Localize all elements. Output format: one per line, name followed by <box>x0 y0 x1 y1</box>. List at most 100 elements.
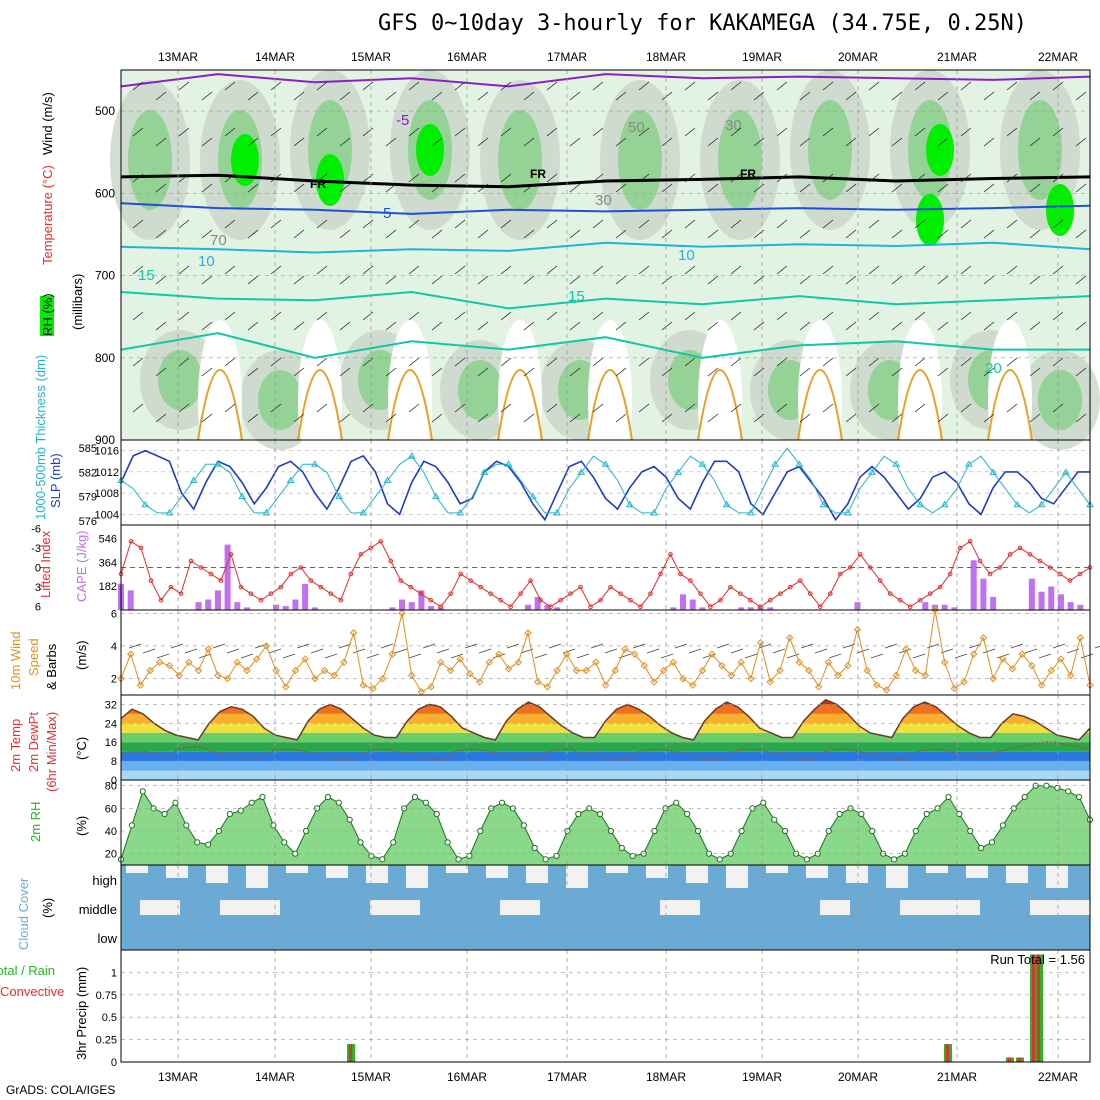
isotherm-25 <box>797 369 843 441</box>
cape-tick-label: 182 <box>99 581 117 593</box>
wind-barb <box>799 137 811 147</box>
thickness-point <box>141 500 150 508</box>
wind-barb <box>454 173 466 183</box>
wind-barb <box>744 653 758 659</box>
slp-axis-label: SLP (mb) <box>48 453 63 508</box>
wind-barb <box>1029 137 1041 147</box>
lifted-index-point <box>488 591 493 596</box>
lifted-index-point <box>1017 545 1023 551</box>
wind-barb <box>983 183 995 193</box>
lifted-index-point <box>608 584 613 590</box>
wind-barb <box>500 127 512 137</box>
bottom-date-label: 16MAR <box>447 1070 487 1084</box>
cape-bar <box>670 607 677 610</box>
wind-barb <box>506 643 520 649</box>
wind-barb <box>170 643 184 649</box>
wind-barb <box>546 403 558 413</box>
wind-speed-point <box>766 678 774 686</box>
wind-barb <box>431 321 443 331</box>
wind-barb <box>178 265 190 275</box>
wind-barb <box>247 229 259 239</box>
contour-label: 30 <box>595 192 612 209</box>
wind-speed-point <box>407 671 416 680</box>
cape-bar <box>224 544 231 610</box>
wind-barb <box>638 265 650 275</box>
wind-barb <box>569 367 581 377</box>
cloud-middle-label: middle <box>79 902 117 917</box>
rh-point <box>172 799 179 806</box>
chart-title: GFS 0~10day 3-hourly for KAKAMEGA (34.75… <box>378 11 1027 36</box>
wind-barb <box>638 403 650 413</box>
wind-barb <box>891 183 903 193</box>
wind-barb <box>270 403 282 413</box>
wind-barb <box>891 91 903 101</box>
rh-point <box>836 810 843 818</box>
cape-bar <box>205 599 212 610</box>
cloud-axis-label: Cloud Cover <box>16 877 31 950</box>
li-tick-label: -6 <box>31 523 41 535</box>
thickness-point <box>262 508 271 516</box>
wind-barb <box>960 357 972 367</box>
wind-speed-point <box>931 606 939 614</box>
wind-speed-point <box>504 665 513 673</box>
wind-barb <box>454 219 466 229</box>
rh-area-moist <box>128 110 172 210</box>
wind-barb <box>436 648 450 654</box>
wind-barb <box>592 265 604 275</box>
cloud-high-clear <box>486 865 508 878</box>
wind-barb <box>707 229 719 239</box>
wind-speed-point <box>795 658 804 667</box>
temp-tick-label: 16 <box>105 737 117 749</box>
lifted-index-point <box>358 552 364 557</box>
wind-barb <box>431 413 443 423</box>
cape-bar <box>1077 604 1084 610</box>
wind-barb <box>800 643 814 649</box>
wind-barb <box>912 653 926 659</box>
cape-bar <box>544 604 551 610</box>
wind-barb <box>408 81 420 91</box>
wind-speed-point <box>475 678 484 686</box>
wind-barb <box>1006 403 1018 413</box>
wind-speed-point <box>979 634 988 642</box>
rh-point <box>1076 793 1083 801</box>
wind-barb <box>638 219 650 229</box>
lifted-index-point <box>478 584 483 590</box>
wind-barb <box>270 219 282 229</box>
wind-barb <box>776 311 788 321</box>
wind-barb <box>914 173 926 183</box>
cape-bar <box>951 607 958 610</box>
wind-barb <box>730 81 742 91</box>
wind-barb <box>270 265 282 275</box>
contour-label: 10 <box>678 247 695 264</box>
wind-barb <box>592 311 604 321</box>
wind-barb <box>155 413 167 423</box>
wind-speed-point <box>718 661 726 670</box>
wind-barb <box>548 643 562 649</box>
wind-barb <box>615 137 627 147</box>
cape-bar <box>970 560 977 610</box>
wind-speed-point <box>824 658 833 667</box>
wind-speed-point <box>311 674 319 683</box>
temp-bands <box>121 699 1090 780</box>
lifted-index-point <box>977 558 983 564</box>
bottom-date-axis: 13MAR 14MAR 15MAR 16MAR 17MAR 18MAR 19MAR 20MAR… <box>158 1070 1078 1084</box>
wind-speed-point <box>989 674 997 683</box>
wind-speed-point <box>960 678 968 686</box>
wind-barb <box>753 321 765 331</box>
wind-barb <box>983 275 995 285</box>
wind-barb <box>454 311 466 321</box>
cloud-high-clear <box>126 865 148 873</box>
wind-barb <box>293 275 305 285</box>
precip-conv-bar <box>1018 1057 1021 1062</box>
temp-line <box>120 698 1091 741</box>
wind-barb <box>212 643 226 649</box>
rh-point <box>248 799 255 806</box>
cape-bar <box>699 607 706 610</box>
rh-point <box>324 793 331 801</box>
wind-barb <box>891 137 903 147</box>
wind-barb <box>1006 311 1018 321</box>
wind-barb <box>408 127 420 137</box>
wind-barb <box>247 367 259 377</box>
thickness-point <box>1013 500 1022 508</box>
